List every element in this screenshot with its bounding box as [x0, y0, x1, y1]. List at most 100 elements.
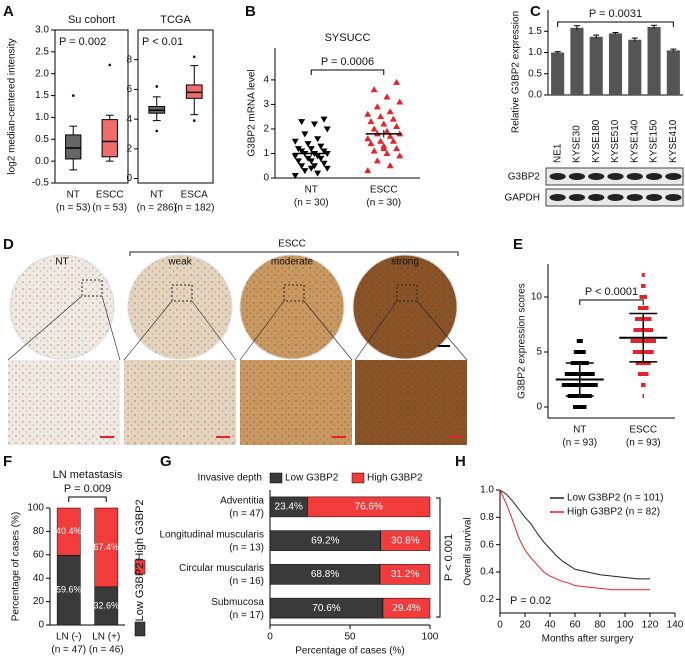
y-tick-label: 0.8: [480, 512, 494, 523]
blot-band: [568, 173, 586, 180]
blot-band: [588, 173, 605, 180]
y-tick-label: 0: [38, 620, 44, 631]
zoom-line: [239, 300, 285, 361]
legend-title: Invasive depth: [198, 473, 263, 484]
x-tick-label: 60: [569, 620, 581, 631]
box: [65, 134, 82, 160]
legend-label: High G3BP2: [367, 473, 423, 484]
x-tick-label: 80: [594, 620, 606, 631]
blot-band: [607, 173, 624, 180]
y-tick-label: 1: [263, 148, 269, 159]
y-axis-label: G3BP2 expression scores: [517, 283, 528, 399]
value-label: 29.4%: [392, 603, 420, 614]
y-tick-label: 3.0: [35, 25, 49, 36]
value-label: 23.4%: [275, 502, 303, 513]
zoom-box: [81, 279, 103, 297]
outlier: [71, 94, 75, 97]
zoom-line: [354, 300, 398, 361]
p-value: P = 0.009: [64, 483, 111, 495]
panel-label: D: [3, 236, 14, 253]
chart-title: LN metastasis: [53, 469, 123, 481]
legend-label: High G3BP2: [134, 499, 146, 560]
data-point: [317, 155, 325, 162]
y-tick-label: 20: [33, 596, 45, 607]
n-label: (n = 16): [229, 576, 264, 587]
tissue-texture: [353, 255, 457, 359]
data-point: [364, 110, 372, 117]
value-label: 40.4%: [56, 526, 82, 536]
legend-swatch: [134, 621, 146, 637]
y-tick-label: 0.5: [35, 134, 49, 145]
bar-segment: [380, 530, 431, 551]
tissue-texture: [10, 255, 114, 359]
x-tick-label: 50: [344, 632, 356, 643]
bar: [570, 27, 584, 96]
n-label: (n = 30): [294, 198, 329, 209]
data-point: [389, 137, 397, 144]
bar: [647, 27, 661, 95]
bar: [589, 36, 603, 95]
zoom-line: [303, 300, 353, 361]
chart-title: TCGA: [160, 14, 191, 26]
data-point: [380, 145, 388, 152]
x-tick-label: 0: [497, 620, 503, 631]
n-label: (n = 17): [229, 610, 264, 621]
value-label: 31.2%: [391, 569, 419, 580]
y-tick-label: 1.5: [35, 90, 49, 101]
data-point: [370, 86, 378, 93]
y-tick-label: 8: [126, 54, 132, 65]
blot-row-label: G3BP2: [508, 172, 541, 183]
n-label: (n = 93): [562, 438, 597, 449]
x-tick-label: 140: [667, 620, 684, 631]
data-point: [307, 146, 315, 153]
data-point: [393, 78, 401, 85]
panel-label: C: [530, 3, 541, 20]
blot-band: [665, 194, 682, 201]
n-label: (n = 182): [174, 203, 214, 214]
bar-segment: [307, 496, 431, 518]
data-point: [320, 148, 328, 155]
x-category-label: ESCC: [629, 425, 657, 436]
p-value: P = 0.002: [59, 36, 106, 48]
p-value: P < 0.0001: [585, 286, 638, 298]
data-point: [323, 126, 331, 133]
outlier: [108, 63, 112, 67]
panel-label: G: [160, 453, 172, 470]
legend-label: Low G3BP2: [285, 473, 339, 484]
legend-swatch: [269, 472, 283, 484]
data-point: [298, 148, 306, 155]
legend-label: Low G3BP2 (n = 101): [567, 493, 663, 504]
lane-label: KYSE30: [572, 125, 583, 163]
y-axis-label: G3BP2 mRNA level: [247, 69, 258, 156]
data-point: [386, 108, 394, 115]
data-point: [291, 153, 299, 160]
data-point: [310, 121, 318, 128]
x-category-label: ESCC: [370, 185, 398, 196]
x-category-label: ESCC: [96, 190, 124, 201]
data-point: [380, 120, 388, 127]
ihc-level: weak: [167, 257, 192, 268]
y-category-label: Circular muscularis: [179, 563, 264, 574]
y-tick-label: 0: [126, 173, 132, 184]
data-point: [367, 140, 375, 147]
x-tick-label: 40: [544, 620, 556, 631]
y-tick-label: 40: [33, 573, 45, 584]
data-point: [323, 165, 331, 172]
n-label: (n = 286): [137, 203, 177, 214]
data-point: [320, 116, 328, 123]
significance-bracket: [310, 69, 385, 75]
data-point: [291, 138, 299, 145]
data-point: [396, 152, 404, 159]
outlier: [155, 85, 159, 88]
data-point: [370, 125, 378, 132]
data-point: [383, 127, 391, 134]
data-point: [373, 103, 381, 110]
y-tick-label: 5: [536, 347, 542, 358]
data-point: [393, 122, 401, 129]
y-tick-label: 0: [263, 173, 269, 184]
plot-frame: [54, 29, 129, 184]
outlier: [155, 129, 159, 133]
blot-band: [549, 194, 566, 201]
blot-band: [549, 173, 566, 180]
